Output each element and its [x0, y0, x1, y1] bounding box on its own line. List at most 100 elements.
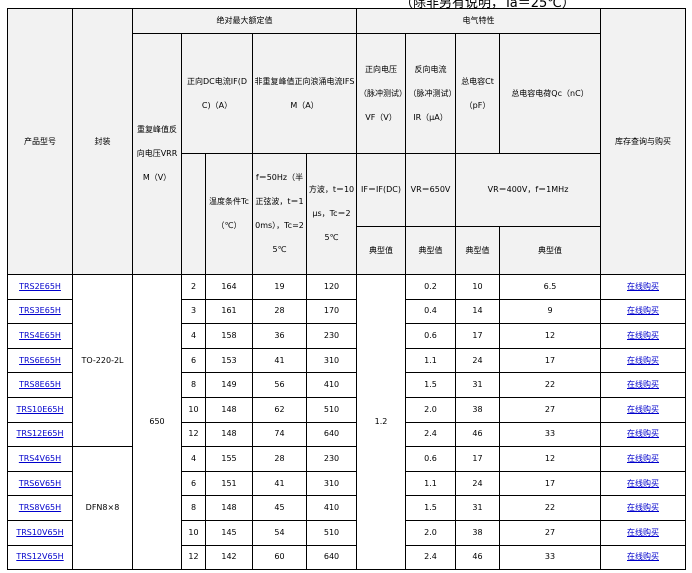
model-cell: TRS12E65H	[7, 421, 73, 448]
buy-online-link[interactable]: 在线购买	[627, 281, 659, 291]
if-cell: 12	[181, 421, 206, 448]
ifsm-50hz-cell: 28	[252, 298, 307, 325]
package-cell: DFN8×8	[72, 446, 133, 571]
model-link[interactable]: TRS6V65H	[18, 478, 62, 488]
model-cell: TRS8V65H	[7, 495, 73, 521]
tc-cell: 148	[205, 396, 253, 423]
ir-cell: 0.6	[405, 446, 456, 472]
vf-cell: 1.2	[356, 273, 406, 571]
qc-cell: 27	[499, 396, 601, 423]
buy-online-link[interactable]: 在线购买	[627, 330, 659, 340]
if-cell: 6	[181, 347, 206, 374]
header-qc: 总电容电荷Qc（nC）	[499, 33, 601, 154]
if-cell: 3	[181, 298, 206, 325]
ifsm-square-cell: 230	[306, 446, 357, 472]
ifsm-square-cell: 120	[306, 274, 357, 300]
qc-cell: 22	[499, 495, 601, 521]
ct-cell: 38	[455, 396, 500, 423]
header-vf-cond: IF＝IF(DC)	[356, 153, 406, 227]
model-link[interactable]: TRS12V65H	[16, 552, 64, 562]
buy-cell: 在线购买	[600, 544, 686, 571]
buy-cell: 在线购买	[600, 323, 686, 349]
ifsm-50hz-cell: 56	[252, 372, 307, 398]
qc-cell: 33	[499, 421, 601, 448]
qc-cell: 12	[499, 446, 601, 472]
ir-cell: 2.0	[405, 519, 456, 546]
qc-cell: 12	[499, 323, 601, 349]
ifsm-square-cell: 510	[306, 396, 357, 423]
if-cell: 10	[181, 396, 206, 423]
buy-cell: 在线购买	[600, 446, 686, 472]
ir-cell: 1.1	[405, 347, 456, 374]
buy-cell: 在线购买	[600, 495, 686, 521]
ir-cell: 1.5	[405, 495, 456, 521]
buy-online-link[interactable]: 在线购买	[627, 429, 659, 439]
ct-cell: 17	[455, 446, 500, 472]
header-vf: 正向电压（脉冲测试）VF（V）	[356, 33, 406, 154]
tc-cell: 145	[205, 519, 253, 546]
ifsm-square-cell: 310	[306, 470, 357, 497]
buy-online-link[interactable]: 在线购买	[627, 552, 659, 562]
model-link[interactable]: TRS12E65H	[16, 429, 64, 439]
buy-cell: 在线购买	[600, 347, 686, 374]
header-typ: 典型值	[455, 226, 500, 275]
table-row: TRS12V65H 12 142 60 640 2.4 46 33 在线购买	[7, 544, 686, 571]
header-tc: 温度条件Tc（℃）	[205, 153, 253, 275]
model-link[interactable]: TRS3E65H	[19, 306, 61, 316]
ifsm-square-cell: 510	[306, 519, 357, 546]
model-link[interactable]: TRS4V65H	[18, 453, 62, 463]
ifsm-50hz-cell: 60	[252, 544, 307, 571]
ct-cell: 24	[455, 470, 500, 497]
qc-cell: 17	[499, 347, 601, 374]
ct-cell: 38	[455, 519, 500, 546]
conditions-note: （除非另有说明，Ta＝25℃）	[400, 0, 575, 11]
ir-cell: 2.4	[405, 544, 456, 571]
model-cell: TRS6V65H	[7, 470, 73, 497]
model-cell: TRS10E65H	[7, 396, 73, 423]
tc-cell: 142	[205, 544, 253, 571]
qc-cell: 17	[499, 470, 601, 497]
ir-cell: 1.1	[405, 470, 456, 497]
ct-cell: 31	[455, 495, 500, 521]
ct-cell: 46	[455, 544, 500, 571]
ifsm-square-cell: 170	[306, 298, 357, 325]
buy-online-link[interactable]: 在线购买	[627, 380, 659, 390]
model-cell: TRS12V65H	[7, 544, 73, 571]
buy-cell: 在线购买	[600, 372, 686, 398]
buy-online-link[interactable]: 在线购买	[627, 503, 659, 513]
ct-cell: 14	[455, 298, 500, 325]
ir-cell: 1.5	[405, 372, 456, 398]
model-link[interactable]: TRS2E65H	[19, 281, 61, 291]
model-link[interactable]: TRS8E65H	[19, 380, 61, 390]
buy-online-link[interactable]: 在线购买	[627, 355, 659, 365]
model-link[interactable]: TRS10V65H	[16, 527, 64, 537]
tc-cell: 153	[205, 347, 253, 374]
tc-cell: 149	[205, 372, 253, 398]
header-ir: 反向电流（脉冲测试）IR（μA）	[405, 33, 456, 154]
buy-online-link[interactable]: 在线购买	[627, 306, 659, 316]
buy-online-link[interactable]: 在线购买	[627, 404, 659, 414]
buy-online-link[interactable]: 在线购买	[627, 478, 659, 488]
ir-cell: 0.2	[405, 274, 456, 300]
model-link[interactable]: TRS8V65H	[18, 503, 62, 513]
ifsm-square-cell: 410	[306, 372, 357, 398]
buy-online-link[interactable]: 在线购买	[627, 527, 659, 537]
table-row: TRS10E65H 10 148 62 510 2.0 38 27 在线购买	[7, 396, 686, 423]
header-ir-cond: VR＝650V	[405, 153, 456, 227]
if-cell: 8	[181, 372, 206, 398]
model-cell: TRS8E65H	[7, 372, 73, 398]
ifsm-50hz-cell: 62	[252, 396, 307, 423]
model-cell: TRS2E65H	[7, 274, 73, 300]
ifsm-square-cell: 640	[306, 421, 357, 448]
model-link[interactable]: TRS4E65H	[19, 330, 61, 340]
ifsm-50hz-cell: 45	[252, 495, 307, 521]
buy-online-link[interactable]: 在线购买	[627, 453, 659, 463]
header-elec: 电气特性	[356, 8, 601, 34]
if-cell: 10	[181, 519, 206, 546]
qc-cell: 33	[499, 544, 601, 571]
model-link[interactable]: TRS10E65H	[16, 404, 64, 414]
qc-cell: 22	[499, 372, 601, 398]
header-empty	[181, 153, 206, 275]
header-buy: 库存查询与购买	[600, 8, 686, 275]
model-link[interactable]: TRS6E65H	[19, 355, 61, 365]
